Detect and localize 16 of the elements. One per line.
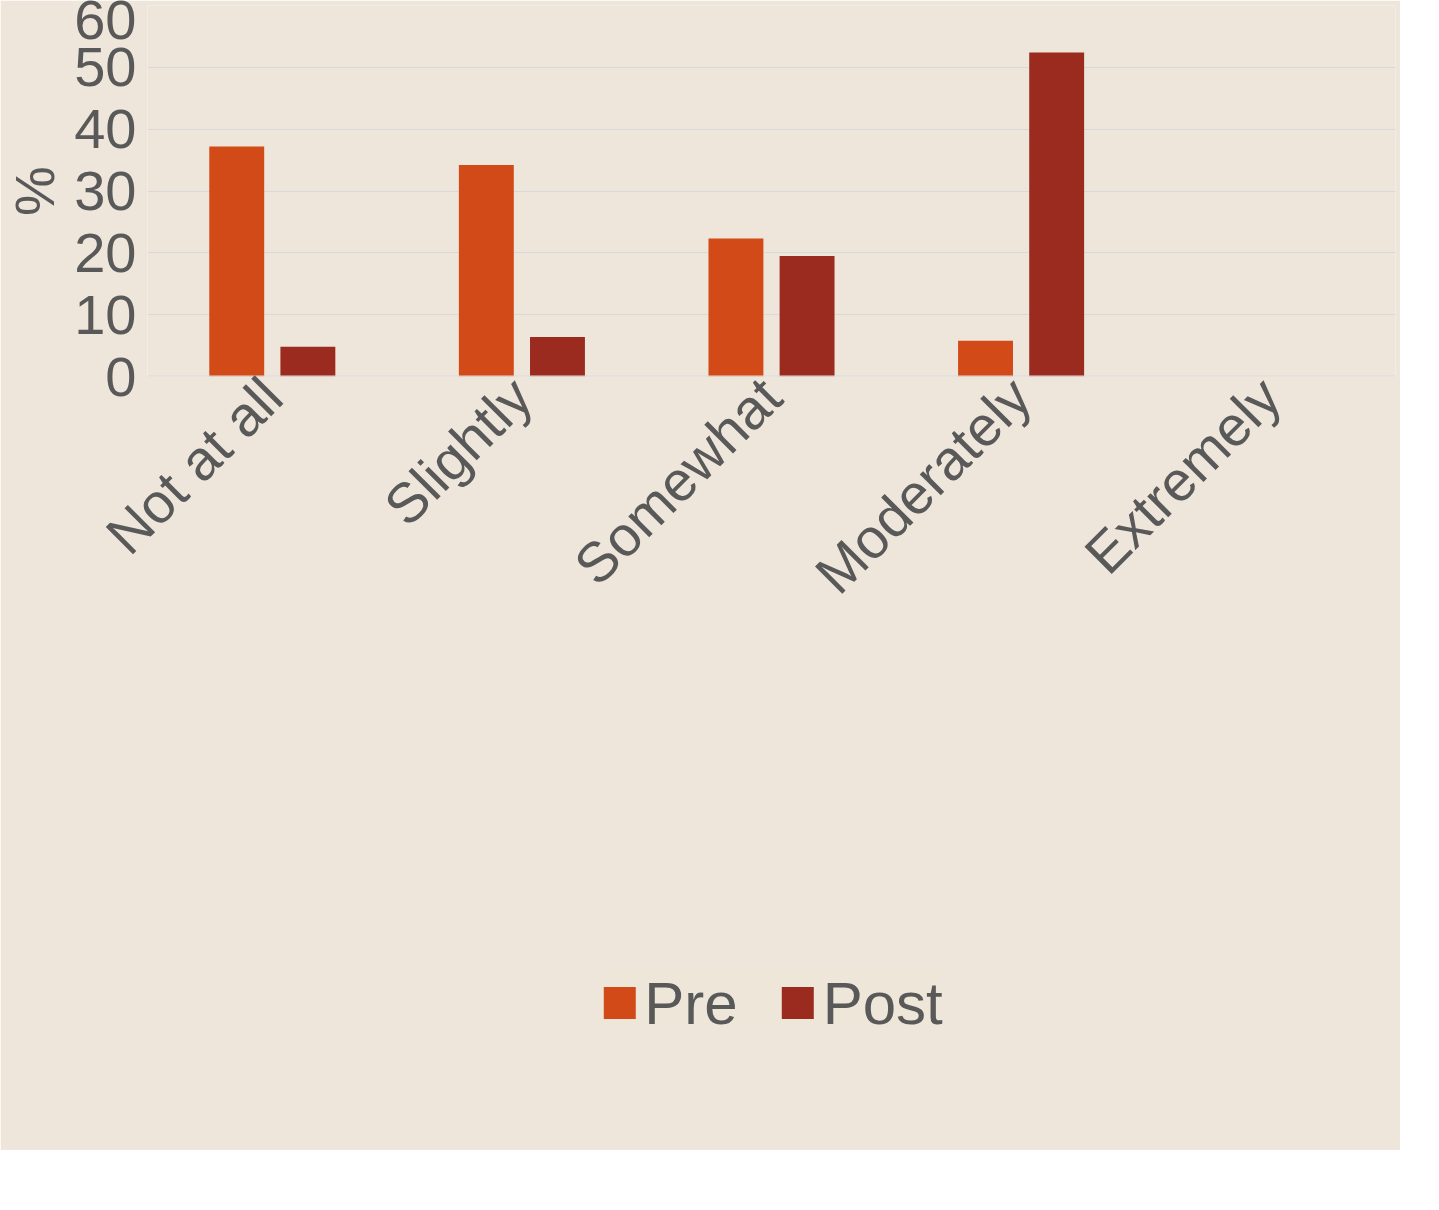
legend-label: Post [822,968,943,1038]
bar [779,255,835,377]
y-tick-label: 10 [74,282,137,346]
y-tick-label: 20 [74,220,137,284]
bar [530,336,585,377]
bar [280,346,336,377]
y-tick-label: 0 [105,344,137,408]
bar [708,238,764,377]
bar [958,340,1013,377]
y-tick-label: 30 [74,159,137,222]
bar [209,146,265,377]
bar [458,165,514,377]
bar [1029,52,1085,377]
y-tick-label: 40 [74,97,137,161]
y-axis-title: % [3,166,67,216]
legend-label: Pre [644,968,738,1038]
